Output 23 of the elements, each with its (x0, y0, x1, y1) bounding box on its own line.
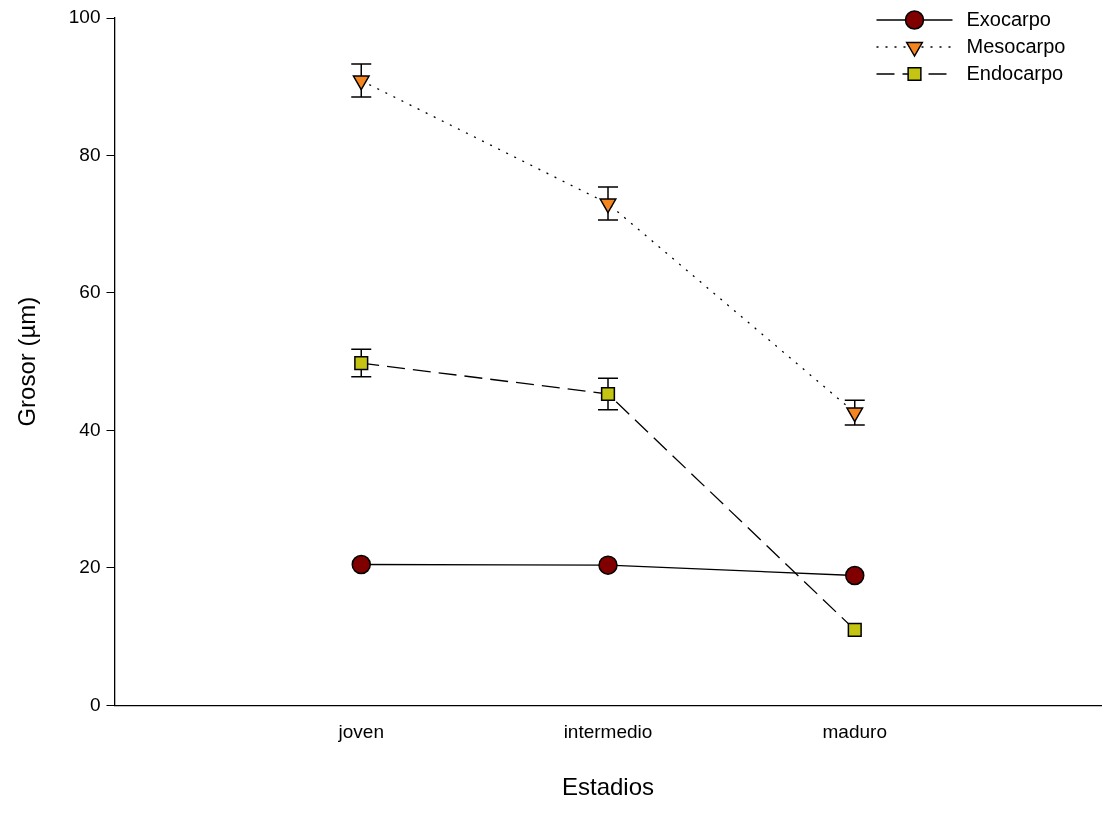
x-tick-label: maduro (822, 721, 887, 743)
x-tick-label: intermedio (563, 721, 653, 743)
y-axis-title: Grosor (µm) (13, 296, 41, 427)
y-tick-label: 40 (79, 418, 101, 440)
y-tick-label: 20 (79, 556, 101, 578)
y-tick-label: 0 (89, 693, 101, 715)
x-tick-label: joven (337, 721, 384, 743)
x-axis-title: Estadios (561, 773, 655, 801)
point (599, 198, 617, 214)
point (845, 565, 865, 586)
y-tick-label: 80 (79, 143, 101, 165)
point (598, 555, 618, 575)
y-tick-label: 100 (68, 6, 101, 28)
point (847, 622, 862, 637)
y-tick-label: 60 (79, 281, 101, 303)
point (354, 355, 369, 371)
legend-label: Mesocarpo (966, 34, 1066, 57)
legend-label: Exocarpo (966, 7, 1051, 30)
point (352, 75, 370, 91)
point (846, 407, 864, 423)
point (600, 386, 616, 402)
point (351, 554, 371, 575)
legend-label: Endocarpo (966, 61, 1064, 84)
